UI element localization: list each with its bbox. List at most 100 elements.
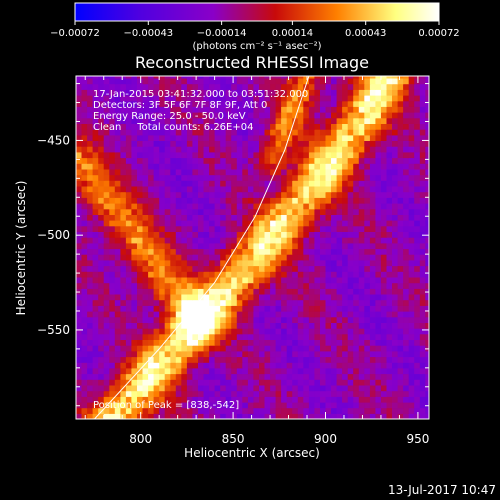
heatmap-cell [181,396,188,403]
heatmap-cell [275,95,282,102]
heatmap-cell [231,220,238,227]
heatmap-cell [242,305,249,312]
heatmap-cell [281,384,288,392]
heatmap-cell [109,163,116,170]
heatmap-cell [175,83,182,90]
heatmap-cell [331,259,338,267]
heatmap-cell [253,231,260,238]
y-tick-label: −450 [37,133,70,147]
heatmap-cell [264,100,271,107]
heatmap-cell [242,157,249,164]
heatmap-cell [375,157,382,164]
heatmap-cell [380,254,387,261]
heatmap-cell [170,106,177,113]
heatmap-cell [259,163,266,170]
heatmap-cell [148,282,155,289]
heatmap-cell [386,254,393,261]
heatmap-cell [192,396,199,403]
heatmap-cell [358,174,365,181]
heatmap-cell [403,299,410,306]
heatmap-cell [286,345,293,352]
heatmap-cell [253,288,260,295]
heatmap-cell [236,367,243,375]
heatmap-cell [231,140,238,147]
heatmap-cell [103,140,110,147]
heatmap-cell [331,129,338,136]
heatmap-cell [225,401,232,409]
heatmap-cell [76,316,83,323]
heatmap-cell [303,231,310,238]
heatmap-cell [203,163,210,170]
heatmap-cell [353,362,360,369]
heatmap-cell [120,373,127,380]
heatmap-cell [142,333,149,340]
heatmap-cell [358,208,365,215]
heatmap-cell [308,259,315,267]
heatmap-cell [419,77,426,85]
heatmap-cell [331,168,338,176]
heatmap-cell [76,265,83,272]
heatmap-cell [114,322,121,329]
heatmap-cell [203,89,210,96]
heatmap-cell [214,100,221,107]
heatmap-cell [76,123,83,130]
heatmap-cell [186,367,193,375]
heatmap-cell [358,231,365,238]
heatmap-cell [114,197,121,204]
heatmap-cell [320,185,327,193]
heatmap-cell [225,316,232,323]
heatmap-cell [76,100,83,107]
heatmap-cell [380,237,387,244]
heatmap-cell [331,77,338,85]
heatmap-cell [103,197,110,204]
heatmap-cell [320,146,327,153]
heatmap-cell [137,180,144,187]
heatmap-cell [308,333,315,340]
heatmap-cell [231,396,238,403]
heatmap-cell [275,197,282,204]
heatmap-cell [320,345,327,352]
heatmap-cell [303,367,310,375]
heatmap-cell [347,390,354,397]
heatmap-cell [203,339,210,346]
heatmap-cell [408,237,415,244]
heatmap-cell [247,299,254,306]
heatmap-cell [375,231,382,238]
heatmap-cell [353,356,360,363]
heatmap-cell [403,163,410,170]
heatmap-cell [419,316,426,323]
heatmap-cell [209,384,216,392]
heatmap-cell [358,191,365,198]
heatmap-cell [364,316,371,323]
heatmap-cell [342,413,349,419]
heatmap-cell [364,333,371,340]
heatmap-cell [308,95,315,102]
heatmap-cell [297,407,304,414]
heatmap-cell [170,328,177,335]
heatmap-cell [308,117,315,124]
heatmap-cell [386,282,393,289]
heatmap-cell [131,305,138,312]
heatmap-cell [142,248,149,255]
heatmap-cell [375,83,382,90]
heatmap-cell [419,248,426,255]
heatmap-cell [98,214,105,221]
heatmap-cell [131,95,138,102]
heatmap-cell [87,322,94,329]
heatmap-cell [347,248,354,255]
heatmap-cell [198,89,205,96]
heatmap-cell [153,345,160,352]
heatmap-cell [414,322,421,329]
heatmap-cell [253,157,260,164]
heatmap-cell [142,373,149,380]
heatmap-cell [281,208,288,215]
heatmap-cell [92,146,99,153]
heatmap-cell [303,76,310,79]
heatmap-cell [336,350,343,358]
heatmap-cell [175,163,182,170]
heatmap-cell [308,76,315,79]
heatmap-cell [353,100,360,107]
heatmap-cell [192,106,199,113]
heatmap-cell [198,316,205,323]
heatmap-cell [153,390,160,397]
